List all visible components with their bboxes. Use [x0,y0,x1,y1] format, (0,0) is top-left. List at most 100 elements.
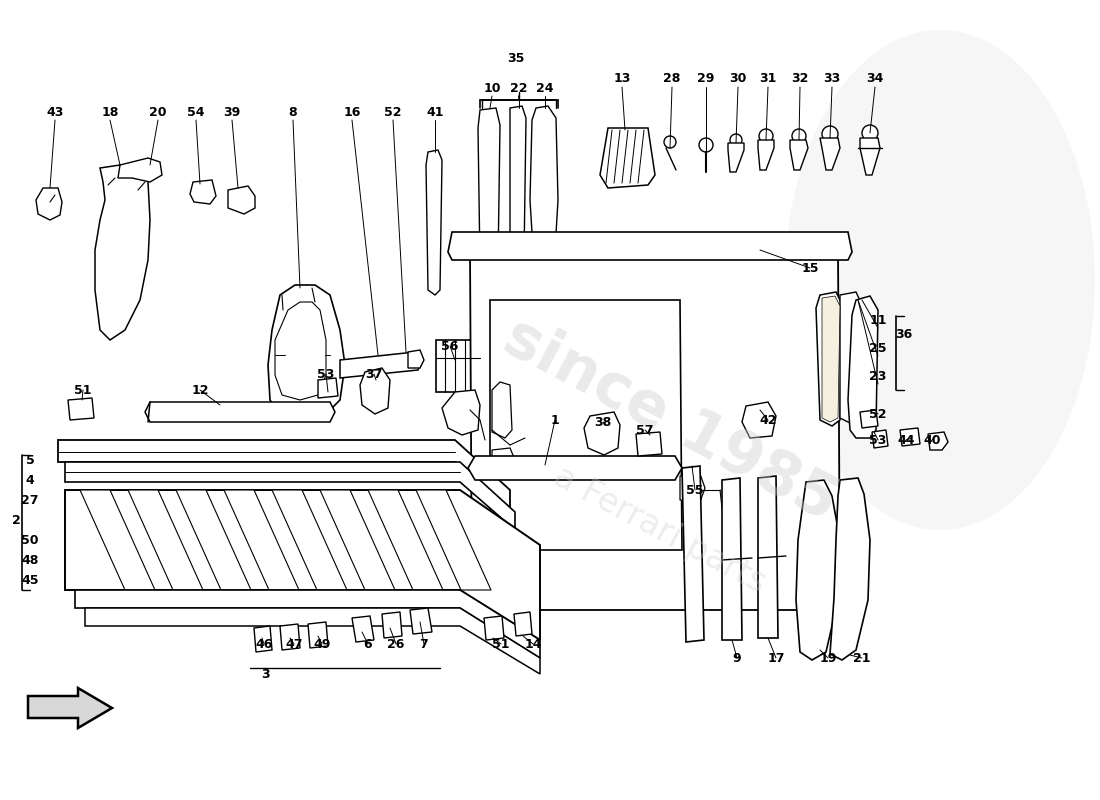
Text: 14: 14 [525,638,541,650]
Polygon shape [816,292,842,426]
Circle shape [791,267,801,277]
Circle shape [759,129,773,143]
Text: 51: 51 [493,638,509,650]
Polygon shape [75,590,540,658]
Polygon shape [254,626,272,652]
Polygon shape [860,138,880,175]
Circle shape [792,129,806,143]
Text: 22: 22 [510,82,528,94]
Circle shape [476,408,484,416]
Circle shape [343,550,353,560]
Text: 2: 2 [12,514,21,526]
Polygon shape [224,490,299,590]
Text: 42: 42 [759,414,777,426]
Polygon shape [722,478,742,640]
Text: 27: 27 [21,494,38,506]
Text: 1: 1 [551,414,560,426]
Circle shape [664,136,676,148]
Circle shape [691,316,698,324]
Polygon shape [478,108,500,268]
Polygon shape [65,490,540,640]
Circle shape [381,530,390,540]
Text: 36: 36 [895,327,913,341]
Polygon shape [408,350,424,368]
Circle shape [605,465,612,471]
Circle shape [581,465,587,471]
Polygon shape [280,624,300,650]
Text: 53: 53 [869,434,887,446]
Circle shape [476,456,484,464]
Polygon shape [682,466,704,642]
Text: 52: 52 [869,407,887,421]
Polygon shape [58,440,510,508]
Text: 10: 10 [483,82,500,94]
Polygon shape [484,616,504,640]
Text: 45: 45 [21,574,38,586]
Text: 39: 39 [223,106,241,118]
Polygon shape [416,490,491,590]
Polygon shape [272,490,346,590]
Polygon shape [382,612,402,638]
Circle shape [508,465,516,471]
Polygon shape [822,296,840,422]
Polygon shape [900,428,920,446]
Circle shape [191,550,201,560]
Circle shape [229,530,239,540]
Polygon shape [118,158,162,182]
Text: 51: 51 [75,383,91,397]
Polygon shape [176,490,251,590]
Polygon shape [492,382,512,438]
Polygon shape [742,402,775,438]
Polygon shape [275,302,326,400]
Polygon shape [28,688,112,728]
Circle shape [476,312,484,320]
Polygon shape [820,138,840,170]
Polygon shape [840,292,862,424]
Polygon shape [228,186,255,214]
Text: 5: 5 [25,454,34,466]
Circle shape [476,504,484,512]
Circle shape [698,138,713,152]
Polygon shape [758,476,778,638]
Polygon shape [728,143,744,172]
Circle shape [116,550,125,560]
Text: 37: 37 [365,367,383,381]
Circle shape [557,465,563,471]
Text: 46: 46 [255,638,273,650]
Polygon shape [410,608,432,634]
Text: 8: 8 [288,106,297,118]
Circle shape [77,550,87,560]
Polygon shape [308,622,328,648]
Circle shape [691,472,698,480]
Text: 49: 49 [314,638,331,650]
Text: 43: 43 [46,106,64,118]
Polygon shape [510,106,526,262]
Polygon shape [352,616,374,642]
Text: 47: 47 [285,638,303,650]
Text: 11: 11 [869,314,887,326]
Polygon shape [340,352,422,378]
Circle shape [691,368,698,376]
Polygon shape [318,378,338,398]
Text: 29: 29 [697,71,715,85]
Polygon shape [530,106,558,272]
Polygon shape [320,490,395,590]
Circle shape [419,530,429,540]
Polygon shape [584,412,620,455]
Polygon shape [830,478,870,660]
Circle shape [491,267,501,277]
Polygon shape [860,410,878,428]
Text: since 1985: since 1985 [493,307,847,533]
Polygon shape [680,474,705,502]
Circle shape [153,530,163,540]
Text: 13: 13 [614,71,630,85]
Circle shape [116,530,125,540]
Circle shape [652,465,660,471]
Text: 16: 16 [343,106,361,118]
Text: 12: 12 [191,383,209,397]
Text: 34: 34 [867,71,883,85]
Text: 32: 32 [791,71,808,85]
Circle shape [862,125,878,141]
Circle shape [691,420,698,428]
Polygon shape [600,128,654,188]
